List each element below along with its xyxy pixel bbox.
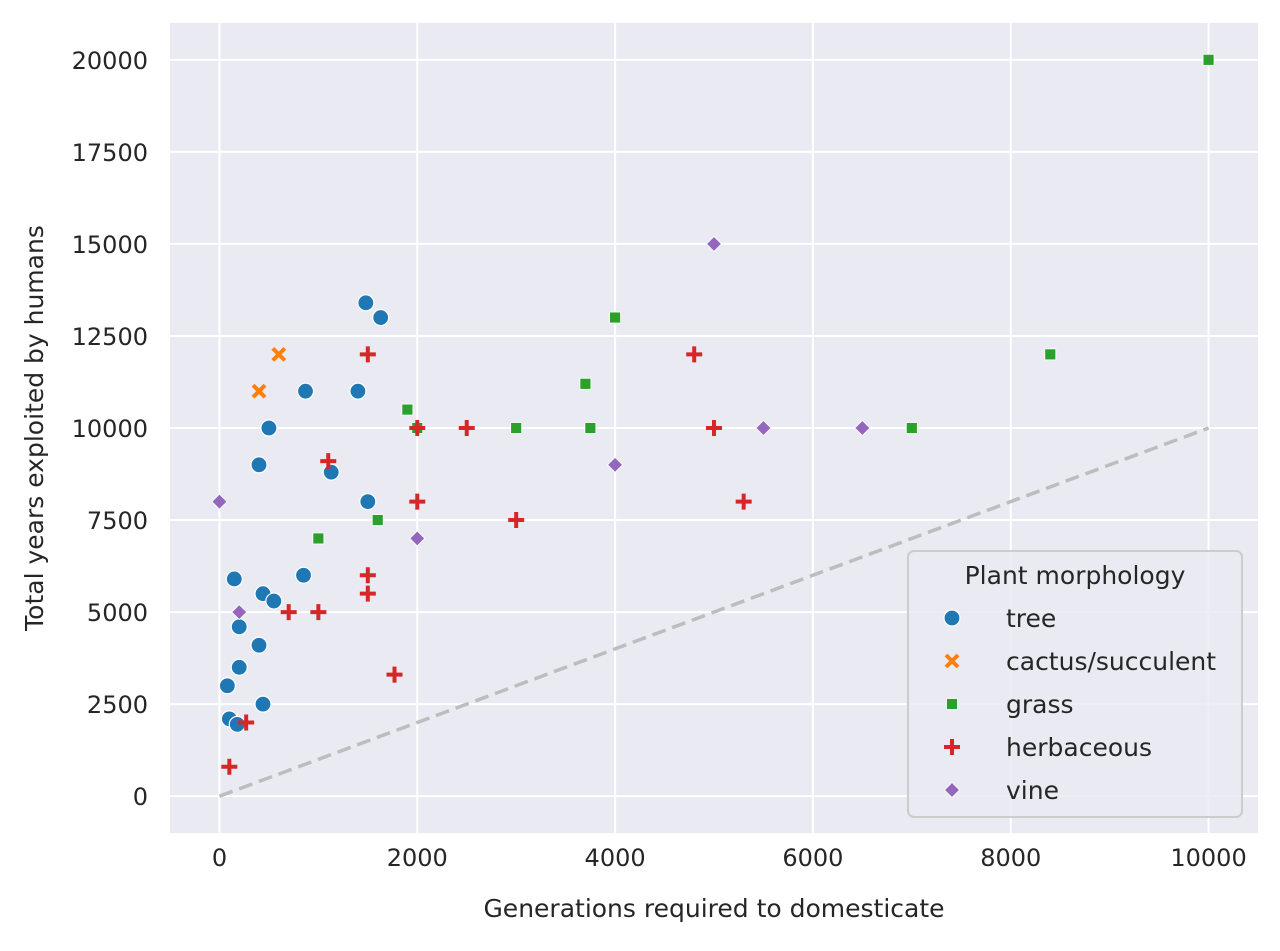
y-tick-label: 0 (133, 783, 148, 811)
data-point (230, 618, 248, 636)
data-point (409, 530, 426, 547)
series-cactus-succulent (251, 346, 287, 399)
data-point (250, 456, 268, 474)
data-point (280, 604, 297, 621)
legend-box (907, 550, 1243, 818)
legend-label: cactus/succulent (1006, 647, 1216, 676)
data-point (251, 383, 267, 399)
data-point (231, 604, 248, 621)
x-axis-label: Generations required to domesticate (483, 894, 944, 923)
y-axis-label: Total years exploited by humans (20, 225, 49, 632)
data-point (225, 570, 243, 588)
legend-label: herbaceous (1006, 733, 1152, 762)
data-point (686, 346, 703, 363)
data-point (372, 308, 390, 327)
legend-entry-herbaceous: herbaceous (944, 733, 1152, 762)
y-tick-label: 17500 (72, 139, 148, 167)
legend-entry-grass: grass (946, 690, 1074, 719)
x-tick-label: 2000 (387, 844, 448, 872)
legend-marker (946, 698, 958, 710)
data-point (260, 419, 278, 437)
points-layer (211, 53, 1215, 775)
legend-entries: tree cactus/succulent grass herbaceous vine (943, 604, 1216, 805)
data-point (359, 585, 376, 602)
legend-label: tree (1006, 604, 1056, 633)
data-point (312, 532, 325, 545)
legend-entry-cactus-succulent: cactus/succulent (944, 647, 1216, 676)
data-point (359, 567, 376, 584)
data-point (296, 382, 315, 400)
data-point (254, 695, 272, 713)
y-tick-label: 5000 (87, 599, 148, 627)
data-point (609, 311, 621, 324)
data-point (1202, 53, 1215, 66)
data-point (221, 758, 238, 775)
y-tick-label: 12500 (72, 323, 148, 351)
data-point (607, 456, 624, 473)
legend-marker (943, 781, 961, 799)
data-point (386, 666, 403, 683)
x-tick-label: 4000 (585, 844, 646, 872)
y-tick-label: 10000 (72, 415, 148, 443)
data-point (294, 566, 313, 584)
data-point (250, 636, 268, 654)
y-tick-label: 15000 (72, 231, 148, 259)
data-point (458, 420, 475, 436)
legend-entry-vine: vine (943, 776, 1059, 805)
data-point (1044, 348, 1057, 361)
data-point (854, 419, 871, 437)
reference-line (218, 426, 1210, 798)
data-point (320, 453, 337, 470)
data-point (401, 403, 414, 416)
series-vine (211, 235, 871, 621)
x-tick-label: 10000 (1170, 844, 1246, 872)
legend-label: vine (1006, 776, 1059, 805)
data-point (579, 377, 592, 390)
data-point (359, 346, 376, 363)
x-tick-label: 0 (212, 844, 227, 872)
legend-entry-tree: tree (943, 604, 1056, 633)
legend-label: grass (1006, 690, 1074, 719)
data-point (265, 592, 283, 610)
data-point (706, 420, 722, 436)
y-tick-label: 7500 (87, 507, 148, 535)
legend: Plant morphology tree cactus/succulent gra… (907, 550, 1243, 818)
data-point (349, 382, 367, 400)
tick-labels: 0 2000 4000 6000 8000 10000 0 2500 5000 7500 10000… (72, 47, 1247, 872)
data-point (359, 493, 377, 511)
data-point (409, 420, 426, 436)
x-tick-label: 6000 (782, 844, 843, 872)
data-point (218, 677, 236, 695)
data-point (310, 604, 327, 621)
legend-title: Plant morphology (965, 561, 1186, 590)
data-point (371, 514, 384, 526)
y-tick-label: 2500 (87, 691, 148, 719)
y-tick-label: 20000 (72, 47, 148, 75)
x-tick-label: 8000 (980, 844, 1041, 872)
data-point (584, 422, 597, 434)
data-point (755, 419, 772, 437)
series-tree (218, 294, 390, 733)
data-point (735, 493, 752, 510)
series-herbaceous (221, 346, 752, 775)
data-point (508, 512, 525, 529)
data-point (905, 422, 918, 434)
data-point (271, 346, 287, 362)
data-point (409, 493, 426, 510)
data-point (230, 658, 248, 676)
data-point (510, 422, 523, 434)
data-point (238, 714, 255, 731)
reference-line-layer (218, 426, 1210, 798)
legend-marker (944, 653, 960, 669)
data-point (211, 493, 228, 510)
legend-marker (943, 609, 961, 627)
data-point (705, 235, 723, 252)
legend-marker (944, 739, 960, 755)
data-point (322, 463, 340, 481)
data-point (357, 294, 375, 312)
